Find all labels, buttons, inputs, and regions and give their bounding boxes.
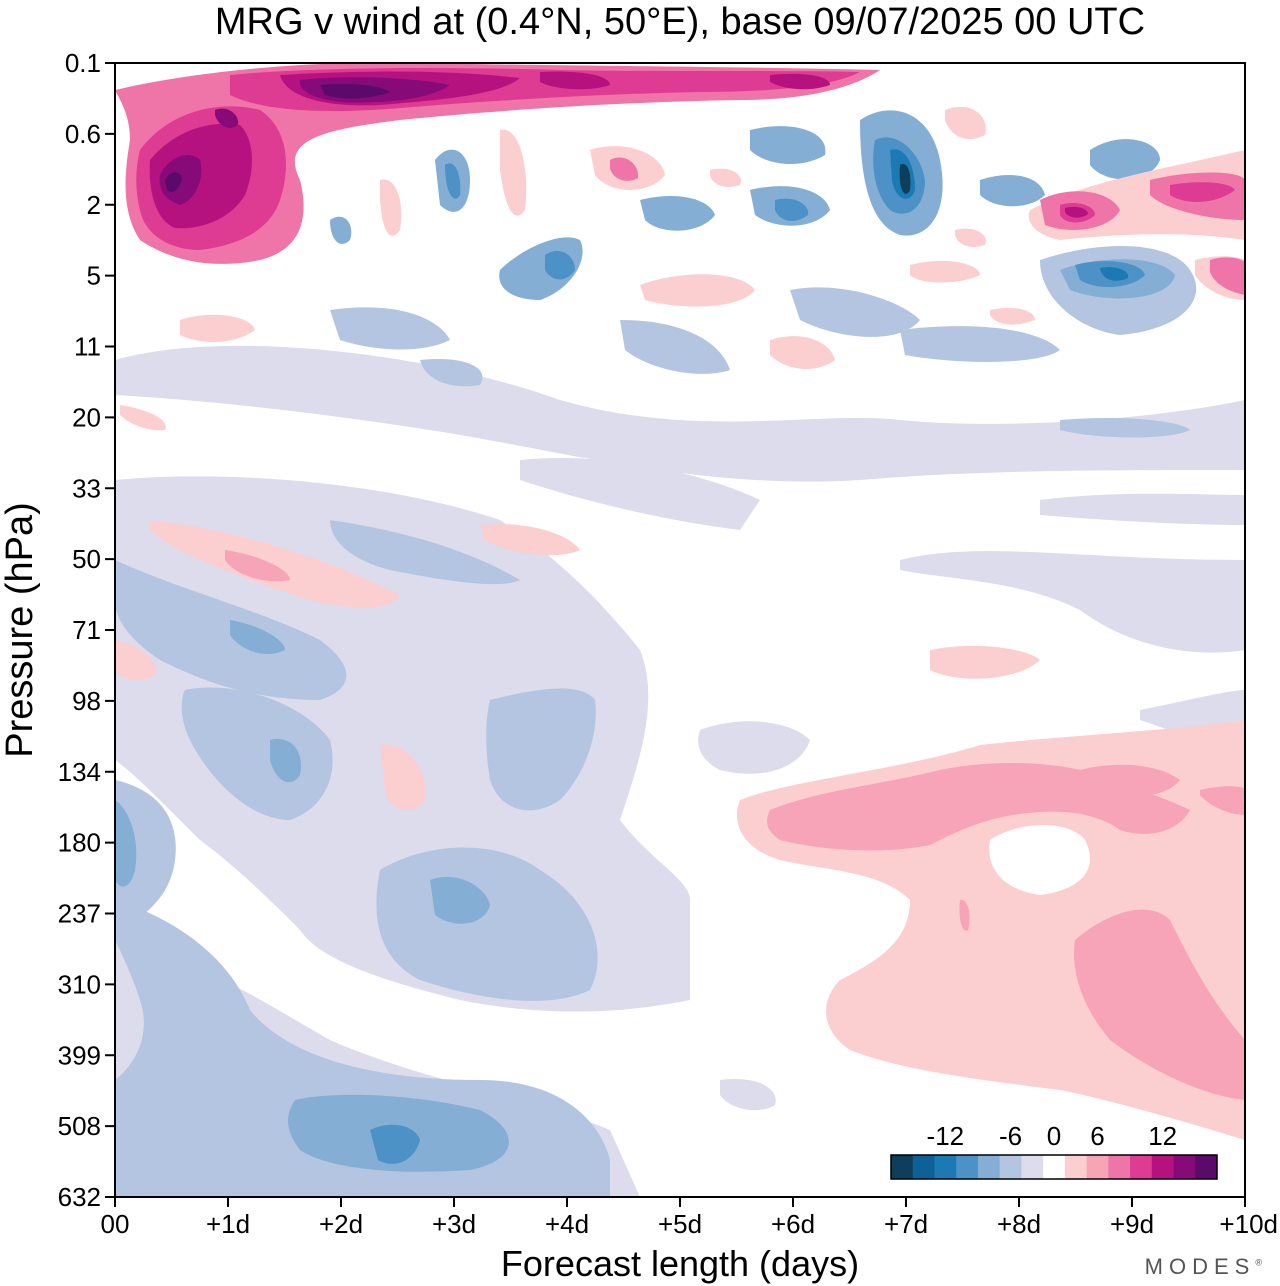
y-tick-label: 399 — [58, 1040, 101, 1070]
x-tick-label: +4d — [545, 1209, 589, 1239]
contour-level-neg-14 — [899, 164, 911, 194]
y-tick-label: 20 — [72, 402, 101, 432]
x-axis-label: Forecast length (days) — [501, 1243, 859, 1284]
colorbar-swatch — [1064, 1155, 1088, 1179]
colorbar-label: 0 — [1047, 1121, 1061, 1151]
y-tick-label: 5 — [87, 261, 101, 291]
colorbar-swatch — [1021, 1155, 1044, 1179]
colorbar-swatch — [1173, 1155, 1196, 1179]
y-tick-label: 2 — [87, 190, 101, 220]
colorbar-swatch — [1151, 1155, 1175, 1179]
colorbar-swatch — [1130, 1155, 1153, 1179]
x-tick-label: +10d — [1219, 1209, 1278, 1239]
x-tick-label: +8d — [997, 1209, 1041, 1239]
colorbar-swatch — [1043, 1155, 1066, 1179]
contour-field — [115, 63, 1245, 1197]
y-axis-label: Pressure (hPa) — [0, 502, 41, 758]
y-tick-label: 0.1 — [65, 48, 101, 78]
x-tick-label: +9d — [1110, 1209, 1154, 1239]
y-tick-label: 134 — [58, 757, 101, 787]
y-tick-label: 98 — [72, 686, 101, 716]
colorbar-label: 6 — [1090, 1121, 1104, 1151]
x-tick-label: +2d — [319, 1209, 363, 1239]
x-tick-label: +6d — [771, 1209, 815, 1239]
contour-level-pos-4 — [225, 550, 1245, 1100]
colorbar-swatch — [999, 1155, 1022, 1179]
y-tick-label: 310 — [58, 969, 101, 999]
colorbar-swatch — [1086, 1155, 1109, 1179]
y-tick-label: 0.6 — [65, 119, 101, 149]
x-tick-label: +3d — [432, 1209, 476, 1239]
colorbar-label: -6 — [999, 1121, 1022, 1151]
y-tick-label: 50 — [72, 544, 101, 574]
colorbar-frame — [890, 1154, 1218, 1180]
x-axis: 00 +1d +2d +3d +4d +5d +6d +7d +8d +9d +10d — [101, 1197, 1278, 1239]
colorbar-swatch — [1195, 1155, 1218, 1179]
y-tick-label: 508 — [58, 1111, 101, 1141]
x-tick-label: +5d — [658, 1209, 702, 1239]
colorbar-label: 12 — [1148, 1121, 1177, 1151]
y-tick-label: 180 — [58, 828, 101, 858]
y-tick-label: 11 — [74, 332, 101, 362]
chart-title: MRG v wind at (0.4°N, 50°E), base 09/07/… — [214, 1, 1146, 43]
colorbar-swatch — [912, 1155, 935, 1179]
y-tick-label: 71 — [72, 615, 101, 645]
colorbar-label: -12 — [927, 1121, 965, 1151]
watermark-text: MODES — [1144, 1254, 1256, 1279]
y-tick-label: 33 — [72, 473, 101, 503]
x-tick-label: 00 — [101, 1209, 130, 1239]
colorbar-labels: -12 -6 0 6 12 — [927, 1121, 1178, 1151]
y-tick-label: 237 — [58, 899, 101, 929]
y-tick-label: 632 — [58, 1182, 101, 1212]
contour-level-pos-14 — [165, 83, 390, 192]
colorbar-swatch — [956, 1155, 979, 1179]
x-tick-label: +7d — [884, 1209, 928, 1239]
colorbar-swatch — [891, 1155, 914, 1179]
colorbar-swatch — [1108, 1155, 1131, 1179]
colorbar — [890, 1154, 1218, 1180]
colorbar-swatch — [977, 1155, 1001, 1179]
modes-logo: MODES® — [1145, 1254, 1262, 1280]
x-tick-label: +1d — [206, 1209, 250, 1239]
colorbar-swatch — [934, 1155, 957, 1179]
registered-mark: ® — [1255, 1257, 1262, 1268]
y-axis: 0.1 0.6 2 5 11 20 33 50 71 98 134 180 237 310 399 508 63… — [58, 48, 115, 1212]
